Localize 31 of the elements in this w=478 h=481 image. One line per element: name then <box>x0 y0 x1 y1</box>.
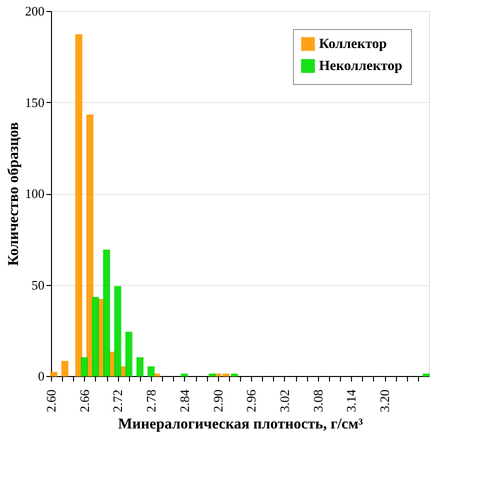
y-tick-label: 50 <box>32 277 44 292</box>
legend-label: Неколлектор <box>319 59 402 74</box>
x-tick-label: 2.72 <box>110 390 126 412</box>
y-axis-title: Количество образцов <box>6 122 22 266</box>
x-tick-label: 2.90 <box>210 390 226 412</box>
bar <box>92 297 99 376</box>
x-tick-label: 2.96 <box>244 389 259 412</box>
x-tick-label: 2.66 <box>76 389 92 412</box>
x-tick-label: 3.08 <box>310 390 326 412</box>
y-tick-label: 0 <box>38 368 44 384</box>
x-tick-label: 2.60 <box>44 390 58 412</box>
y-tick-label: 200 <box>25 4 44 18</box>
bar <box>61 360 68 376</box>
bar <box>50 372 58 376</box>
bar <box>114 286 122 376</box>
bar <box>86 114 94 376</box>
bar <box>80 357 88 376</box>
legend-label: Коллектор <box>319 37 387 52</box>
x-tick-label: 3.20 <box>377 390 392 412</box>
x-tick-label: 2.84 <box>176 389 192 412</box>
x-tick-label: 3.14 <box>344 389 359 412</box>
x-tick-label: 3.02 <box>276 390 292 412</box>
bar <box>75 34 82 376</box>
x-axis-title: Минералогическая плотность, г/см³ <box>118 416 364 432</box>
bar <box>148 366 155 376</box>
x-tick-label: 2.78 <box>144 390 159 412</box>
bar <box>125 332 132 376</box>
y-tick-label: 100 <box>25 186 44 201</box>
y-tick-label: 150 <box>25 94 44 110</box>
bar <box>136 357 144 376</box>
bar <box>103 250 110 376</box>
